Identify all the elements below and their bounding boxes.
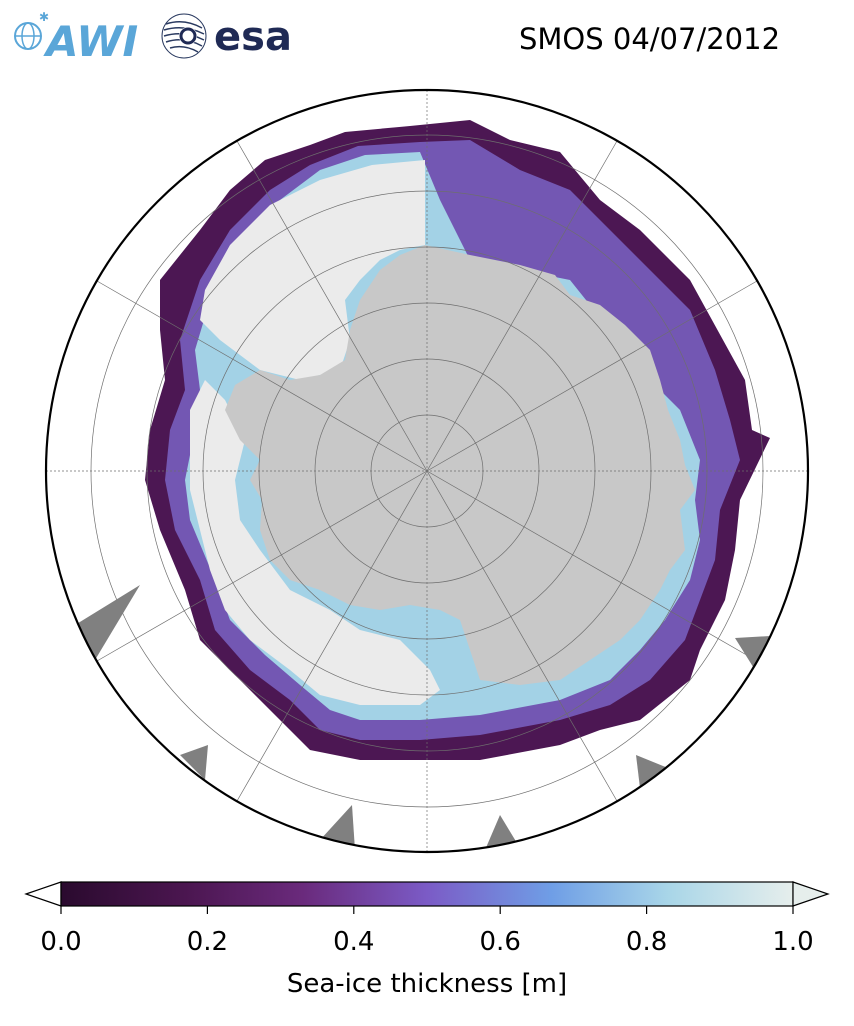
colorbar-tick-label: 1.0	[772, 927, 813, 957]
map-boundary	[44, 88, 810, 854]
very-thick-ice-west	[190, 380, 440, 705]
colorbar-tick-label: 0.8	[626, 927, 667, 957]
antarctica-land	[225, 245, 695, 685]
colorbar-extend-low	[24, 881, 62, 907]
colorbar-tick-label: 0.6	[480, 927, 521, 957]
colorbar-extend-high	[792, 881, 830, 907]
esa-wordmark: esa	[214, 14, 292, 60]
colorbar-tick-label: 0.2	[187, 927, 228, 957]
sea-ice-map	[44, 88, 810, 854]
esa-logo: esa	[158, 8, 308, 64]
colorbar-tick-label: 0.4	[333, 927, 374, 957]
awi-logo: ✱ AWI	[6, 6, 146, 66]
colorbar-tick-label: 0.0	[40, 927, 81, 957]
very-thick-ice	[200, 160, 425, 380]
colorbar: 0.0 0.2 0.4 0.6 0.8 1.0 Sea-ice thickness [m]	[24, 881, 830, 999]
colorbar-ticks: 0.0 0.2 0.4 0.6 0.8 1.0	[40, 906, 814, 957]
colorbar-label: Sea-ice thickness [m]	[287, 969, 567, 999]
colorbar-gradient	[60, 881, 794, 907]
graticule	[46, 90, 808, 852]
awi-wordmark: AWI	[43, 17, 138, 62]
map-title: SMOS 04/07/2012	[519, 22, 781, 56]
svg-text:✱: ✱	[39, 10, 49, 24]
awi-globe-icon: ✱	[14, 10, 49, 50]
esa-emblem-icon	[161, 13, 207, 59]
